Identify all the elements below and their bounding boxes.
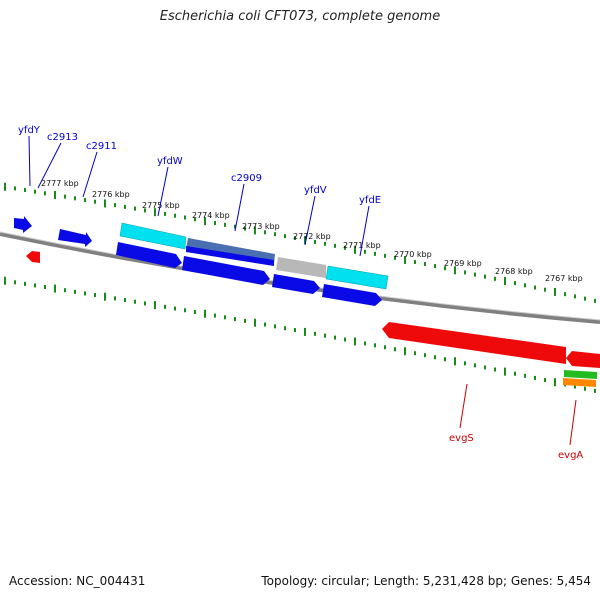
- gene-yfdE[interactable]: [325, 265, 389, 290]
- label-c2909: c2909: [231, 173, 262, 184]
- gene-fwd-r2-1[interactable]: [116, 242, 182, 268]
- gene-yfdY[interactable]: [14, 216, 32, 233]
- map-title: Escherichia coli CFT073, complete genome: [159, 9, 441, 24]
- label-yfdE: yfdE: [359, 195, 381, 206]
- forward-genes: [14, 216, 389, 290]
- scale-label-2769: 2769 kbp: [444, 259, 482, 268]
- reverse-genes: [26, 251, 600, 387]
- gene-fwd-r2-4[interactable]: [322, 284, 382, 306]
- gene-labels: yfdY c2913 c2911 yfdW c2909 yfdV yfdE ev…: [18, 125, 583, 461]
- gene-yfdV[interactable]: [276, 257, 326, 278]
- scale-ticks-lower: [4, 276, 596, 393]
- gene-yfdW[interactable]: [119, 222, 187, 250]
- reverse-label-leaders: [459, 383, 577, 446]
- forward-genes-row2: [116, 242, 382, 306]
- accession-text: Accession: NC_004431: [9, 574, 146, 588]
- scale-ticks-upper: [4, 182, 596, 303]
- gene-orange-feature[interactable]: [563, 378, 596, 387]
- scale-label-2773: 2773 kbp: [242, 222, 280, 231]
- label-c2911: c2911: [86, 141, 117, 152]
- label-c2913: c2913: [47, 132, 78, 143]
- topology-text: Topology: circular; Length: 5,231,428 bp…: [261, 574, 591, 588]
- genome-backbone-highlight: [0, 231, 600, 321]
- gene-rev-small[interactable]: [26, 251, 40, 263]
- gene-evgA[interactable]: [566, 351, 600, 368]
- gene-c2911[interactable]: [58, 229, 92, 247]
- gene-c2909-lower[interactable]: [186, 246, 274, 266]
- scale-label-2777: 2777 kbp: [41, 179, 79, 188]
- scale-label-2774: 2774 kbp: [192, 211, 230, 220]
- scale-label-2775: 2775 kbp: [142, 201, 180, 210]
- scale-label-2767: 2767 kbp: [545, 274, 583, 283]
- gene-evgS[interactable]: [382, 322, 566, 364]
- scale-label-2770: 2770 kbp: [394, 250, 432, 259]
- scale-label-2768: 2768 kbp: [495, 267, 533, 276]
- gene-fwd-r2-3[interactable]: [272, 274, 320, 294]
- genome-backbone: [0, 232, 600, 324]
- label-yfdV: yfdV: [304, 185, 327, 196]
- forward-label-leaders: [28, 135, 370, 257]
- label-yfdY: yfdY: [18, 125, 41, 136]
- scale-label-2776: 2776 kbp: [92, 190, 130, 199]
- gene-fwd-r2-2[interactable]: [182, 256, 270, 285]
- gene-green-feature[interactable]: [564, 370, 597, 379]
- scale-label-2772: 2772 kbp: [293, 232, 331, 241]
- label-yfdW: yfdW: [157, 156, 183, 167]
- label-evgA: evgA: [558, 450, 583, 461]
- label-evgS: evgS: [449, 433, 474, 444]
